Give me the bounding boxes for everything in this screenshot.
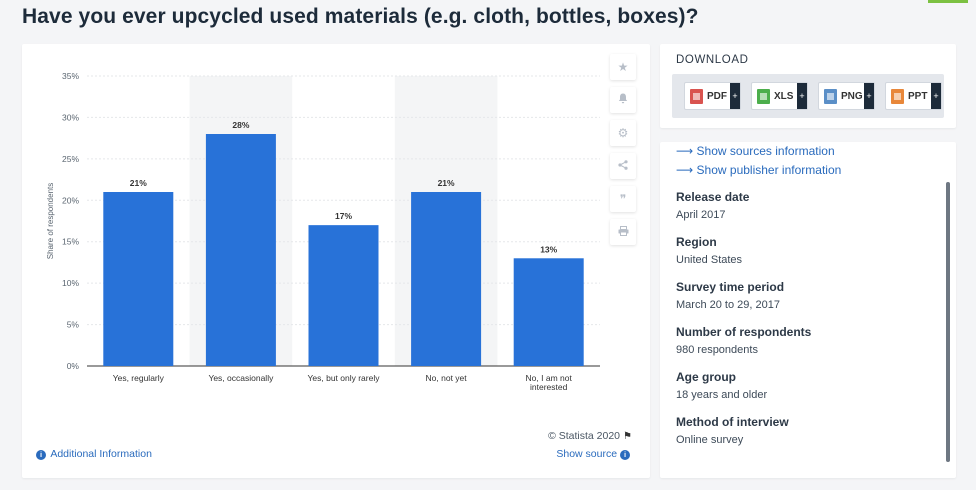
plus-icon: +	[730, 83, 740, 109]
x-category-label: Yes, regularly	[113, 373, 165, 383]
y-tick-label: 15%	[62, 237, 79, 247]
flag-icon[interactable]: ⚑	[623, 431, 632, 442]
info-icon: i	[620, 450, 630, 460]
show-publisher-link[interactable]: ⟶ Show publisher information	[676, 163, 842, 177]
survey-period-value: March 20 to 29, 2017	[676, 299, 780, 311]
respondents-label: Number of respondents	[676, 325, 812, 339]
bar-value-label: 21%	[130, 178, 147, 188]
y-tick-label: 0%	[67, 361, 80, 371]
interview-method-value: Online survey	[676, 434, 744, 446]
share-button[interactable]	[610, 153, 636, 179]
respondents-value: 980 respondents	[676, 344, 758, 356]
star-icon: ★	[617, 60, 629, 74]
x-category-label: No, not yet	[426, 373, 468, 383]
show-sources-link[interactable]: ⟶ Show sources information	[676, 144, 835, 158]
print-button[interactable]	[610, 219, 636, 245]
bar-value-label: 21%	[438, 178, 455, 188]
bar-value-label: 13%	[540, 244, 557, 254]
pdf-file-icon	[690, 88, 703, 104]
y-tick-label: 30%	[62, 112, 79, 122]
age-group-value: 18 years and older	[676, 389, 768, 401]
settings-button[interactable]: ⚙	[610, 120, 636, 146]
bar	[411, 192, 482, 366]
details-content: ⟶ Show sources information ⟶ Show publis…	[676, 144, 938, 450]
chart-card: 0% 5% 10% 15% 20% 25% 30% 35% Share of responden…	[22, 44, 650, 478]
arrow-right-icon: ⟶	[676, 163, 694, 177]
top-accent-bar	[928, 0, 968, 3]
x-category-label: Yes, occasionally	[208, 373, 274, 383]
bar-value-label: 17%	[335, 211, 352, 221]
ppt-file-icon	[891, 88, 904, 104]
y-tick-label: 20%	[62, 195, 79, 205]
x-category-label: Yes, but only rarely	[308, 373, 381, 383]
share-icon	[618, 159, 628, 173]
quote-icon: ❞	[619, 192, 627, 206]
y-tick-label: 5%	[67, 320, 80, 330]
gear-icon: ⚙	[617, 126, 629, 140]
arrow-right-icon: ⟶	[676, 144, 694, 158]
release-date-label: Release date	[676, 190, 750, 204]
print-icon	[618, 225, 629, 239]
additional-information-link[interactable]: i Additional Information	[36, 448, 152, 460]
bar-chart: 0% 5% 10% 15% 20% 25% 30% 35% Share of responden…	[46, 71, 600, 392]
x-category-label: No, I am not	[526, 373, 573, 383]
download-ppt-button[interactable]: PPT +	[885, 82, 942, 110]
show-source-link[interactable]: Show source i	[556, 448, 632, 460]
download-button-strip: PDF + XLS + PNG + PPT +	[672, 74, 944, 118]
download-panel: DOWNLOAD PDF + XLS + PNG + PPT +	[660, 44, 956, 128]
copyright-text: © Statista 2020 ⚑	[548, 430, 632, 442]
download-pdf-button[interactable]: PDF +	[684, 82, 741, 110]
bar	[205, 134, 276, 366]
page-title: Have you ever upcycled used materials (e…	[22, 5, 699, 28]
y-tick-label: 35%	[62, 71, 79, 81]
region-value: United States	[676, 254, 743, 266]
plus-icon: +	[797, 83, 807, 109]
cite-button[interactable]: ❞	[610, 186, 636, 212]
details-scrollbar[interactable]	[946, 182, 950, 462]
y-axis-label: Share of respondents	[46, 183, 55, 260]
plus-icon: +	[864, 83, 874, 109]
download-title: DOWNLOAD	[676, 54, 749, 66]
png-file-icon	[824, 88, 837, 104]
y-tick-label: 25%	[62, 154, 79, 164]
notification-button[interactable]	[610, 87, 636, 113]
bar	[308, 225, 379, 366]
bar	[103, 192, 174, 366]
download-xls-button[interactable]: XLS +	[751, 82, 808, 110]
download-png-button[interactable]: PNG +	[818, 82, 875, 110]
region-label: Region	[676, 235, 717, 249]
bell-icon	[618, 93, 628, 107]
bar-value-label: 28%	[232, 120, 249, 130]
xls-file-icon	[757, 88, 770, 104]
release-date-value: April 2017	[676, 209, 726, 221]
info-icon: i	[36, 450, 46, 460]
x-category-label: interested	[530, 382, 568, 392]
age-group-label: Age group	[676, 370, 736, 384]
interview-method-label: Method of interview	[676, 415, 789, 429]
scrollbar-thumb[interactable]	[946, 182, 950, 462]
bar	[513, 258, 584, 366]
survey-period-label: Survey time period	[676, 280, 785, 294]
statistic-details-panel: ⟶ Show sources information ⟶ Show publis…	[660, 142, 956, 478]
favorite-button[interactable]: ★	[610, 54, 636, 80]
plus-icon: +	[931, 83, 941, 109]
chart-toolbar: ★ ⚙ ❞	[610, 54, 640, 252]
y-tick-label: 10%	[62, 278, 79, 288]
